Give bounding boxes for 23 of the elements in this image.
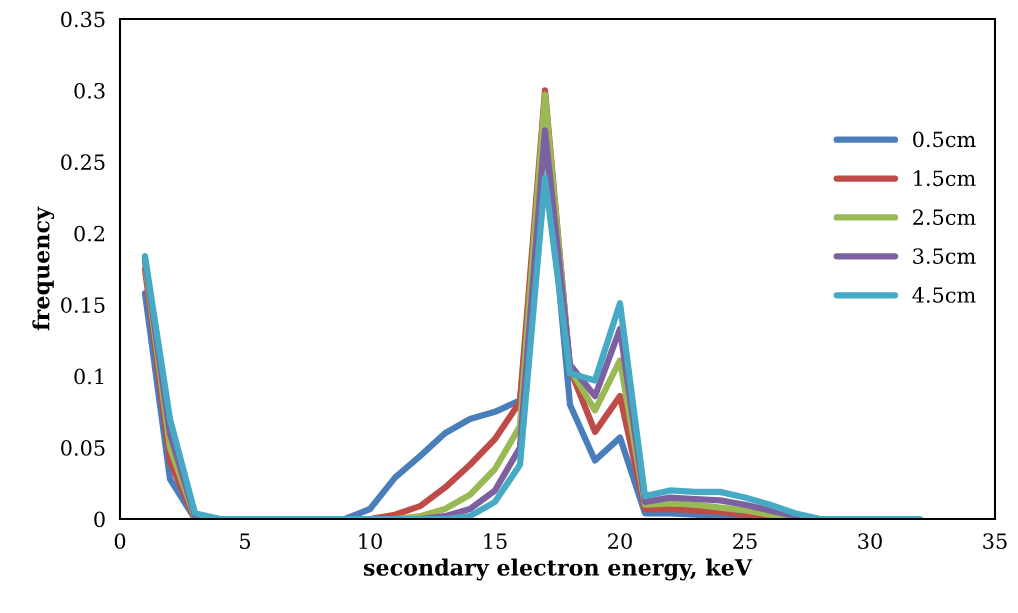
y-tick-label: 0.25: [61, 154, 105, 171]
y-tick-label: 0.05: [61, 440, 105, 456]
y-axis-title: frequency: [32, 206, 55, 331]
x-tick-label: 35: [983, 533, 1007, 550]
y-tick-label: 0.3: [74, 82, 105, 99]
x-tick-label: 30: [858, 533, 882, 550]
y-tick-label: 0.1: [74, 368, 104, 385]
legend-label: 4.5cm: [912, 287, 976, 303]
legend-label: 0.5cm: [913, 131, 976, 148]
y-tick-label: 0.35: [61, 11, 105, 28]
x-tick-label: 20: [608, 533, 632, 550]
y-tick-label: 0.2: [74, 225, 105, 242]
x-tick-label: 25: [733, 533, 757, 550]
legend-label: 2.5cm: [913, 209, 976, 226]
y-tick-label: 0: [94, 511, 105, 528]
y-tick-label: 0.15: [61, 297, 105, 313]
x-tick-label: 15: [484, 533, 507, 550]
x-tick-label: 0: [114, 533, 126, 550]
x-tick-label: 10: [359, 533, 382, 550]
legend-label: 1.5cm: [914, 170, 976, 187]
legend-label: 3.5cm: [913, 248, 976, 264]
x-tick-label: 5: [240, 533, 251, 550]
x-axis-title: secondary electron energy, keV: [363, 558, 753, 581]
